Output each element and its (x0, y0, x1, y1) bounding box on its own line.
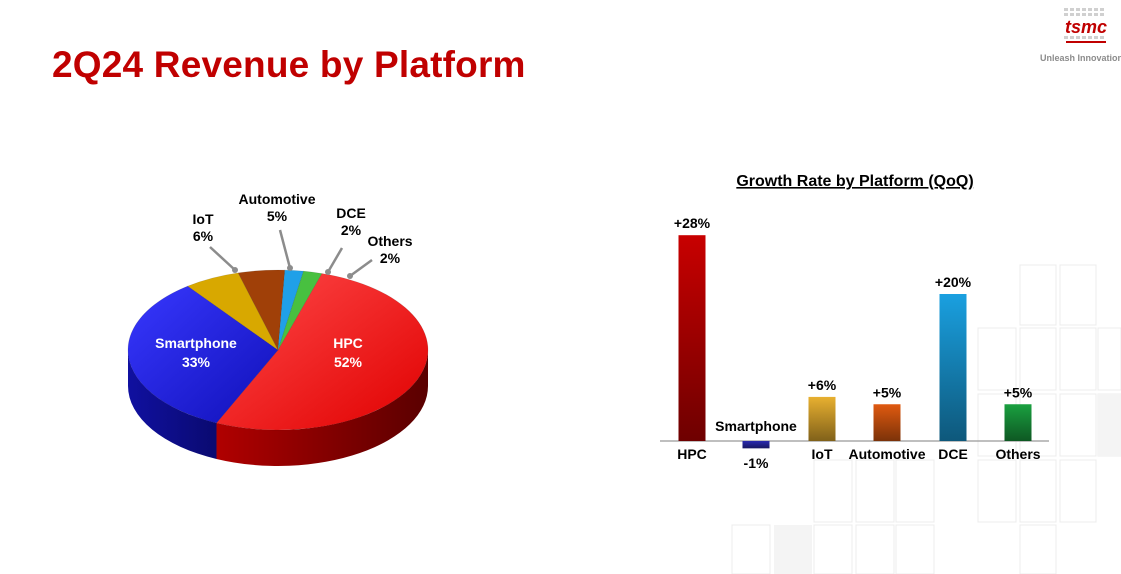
pie-leader-others (349, 258, 373, 278)
bar-category-smartphone: Smartphone (715, 418, 797, 434)
pie-label-iot: IoT (193, 211, 214, 227)
pie-leader-automotive (278, 229, 292, 269)
bar-value-dce: +20% (935, 274, 972, 290)
pie-value-hpc: 52% (334, 354, 363, 370)
pie-slice-dce (277, 269, 304, 351)
pie-leader-iot (209, 246, 236, 271)
bar-automotive (873, 404, 901, 441)
bar-dce (939, 294, 967, 441)
pie-slice-smartphone (127, 285, 279, 424)
pie-leader-dot-dce (325, 269, 331, 275)
bar-hpc (678, 235, 706, 441)
pie-leader-dce (326, 247, 344, 273)
bar-iot (808, 396, 836, 441)
bar-category-automotive: Automotive (849, 446, 926, 462)
logo-text: tsmc (1065, 17, 1107, 37)
background-tile-grid (731, 264, 1121, 574)
page-title: 2Q24 Revenue by Platform (52, 44, 526, 85)
bar-value-smartphone: -1% (744, 455, 769, 471)
pie-slice-automotive (237, 269, 286, 352)
pie-value-automotive: 5% (267, 208, 288, 224)
bar-value-others: +5% (1004, 384, 1033, 400)
pie-leader-dot-others (347, 273, 353, 279)
tsmc-logo: tsmc (1062, 8, 1110, 43)
pie-side-smartphone (128, 350, 217, 459)
bar-category-iot: IoT (812, 446, 833, 462)
bar-others (1004, 404, 1032, 441)
pie-label-others: Others (367, 233, 412, 249)
bar-value-iot: +6% (808, 377, 837, 393)
pie-leader-dot-iot (232, 267, 238, 273)
pie-slice-iot (187, 272, 279, 351)
tagline: Unleash Innovation (1040, 53, 1121, 63)
pie-label-dce: DCE (336, 205, 366, 221)
pie-label-hpc: HPC (333, 335, 363, 351)
pie-value-iot: 6% (193, 228, 214, 244)
growth-bar-chart: Growth Rate by Platform (QoQ) +28% HPC -1%… (660, 173, 1049, 471)
bar-chart-title: Growth Rate by Platform (QoQ) (736, 173, 973, 190)
bar-value-automotive: +5% (873, 384, 902, 400)
pie-value-dce: 2% (341, 222, 362, 238)
bar-category-hpc: HPC (677, 446, 707, 462)
bar-category-dce: DCE (938, 446, 968, 462)
pie-slice-others (277, 270, 323, 351)
pie-value-smartphone: 33% (182, 354, 211, 370)
bar-value-hpc: +28% (674, 215, 711, 231)
bar-category-others: Others (995, 446, 1040, 462)
pie-slice-hpc (215, 273, 429, 431)
pie-side-hpc (216, 350, 428, 466)
pie-value-others: 2% (380, 250, 401, 266)
bar-smartphone (742, 441, 770, 449)
pie-label-automotive: Automotive (239, 191, 316, 207)
pie-leader-dot-automotive (287, 265, 293, 271)
pie-label-smartphone: Smartphone (155, 335, 237, 351)
